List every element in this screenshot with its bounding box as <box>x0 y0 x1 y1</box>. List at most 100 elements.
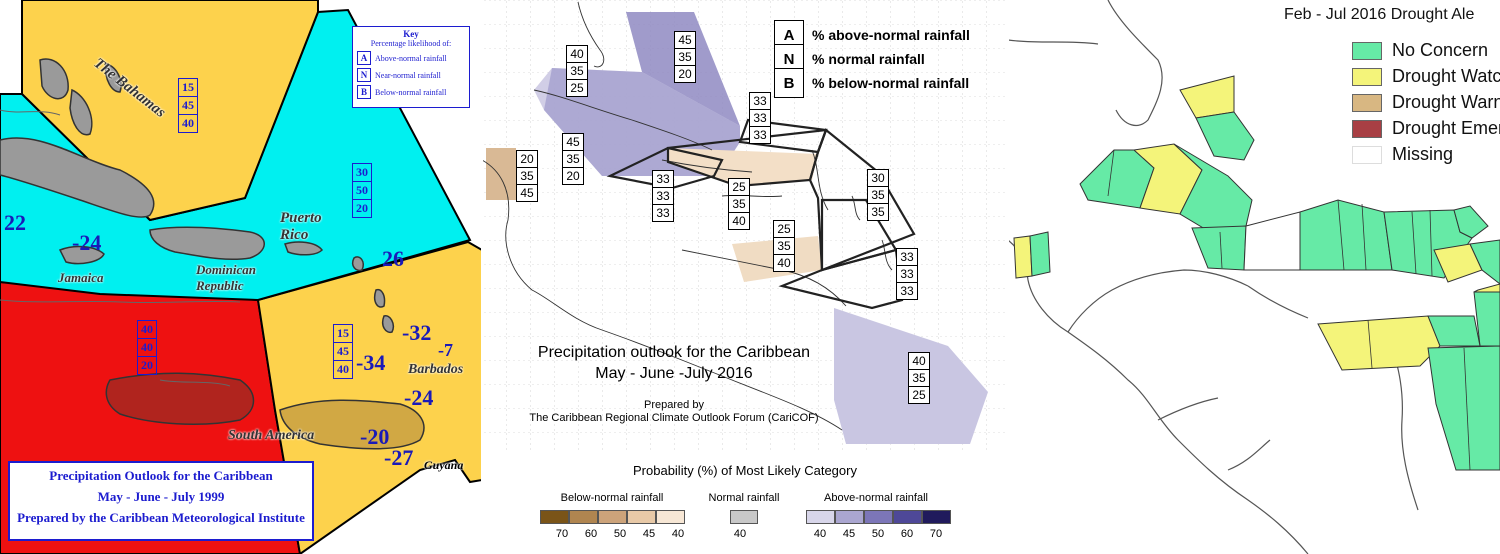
zone-venezuela <box>1427 315 1481 347</box>
legend-no-concern: No Concern <box>1352 40 1488 61</box>
prob-normal: 33 <box>750 110 770 127</box>
key-title: Key <box>403 29 419 39</box>
place-dominican: Dominican Republic <box>196 262 256 293</box>
scale-tick: 40 <box>671 528 685 540</box>
prob-box-belize: 20 35 45 <box>516 150 538 202</box>
key-label: Above-normal rainfall <box>375 53 447 63</box>
prob-near: 45 <box>179 97 197 115</box>
legend-drought-watch: Drought Watc <box>1352 66 1500 87</box>
swatch-below-60 <box>569 510 598 524</box>
prob-normal: 35 <box>517 168 537 185</box>
legend-swatch <box>1352 145 1382 164</box>
legend-drought-warning: Drought Warn <box>1352 92 1500 113</box>
scale-group-above: Above-normal rainfall <box>824 492 928 504</box>
prob-below: 35 <box>871 205 885 219</box>
key-letter: N <box>357 68 371 82</box>
zone-leewards-green <box>1469 239 1500 285</box>
scale-tick: 40 <box>733 528 747 540</box>
panel-separator <box>1007 0 1009 554</box>
prob-above: 33 <box>750 93 770 110</box>
legend-label: Missing <box>1392 144 1454 164</box>
prob-box-cuba: 45 35 20 <box>562 133 584 185</box>
scale-tick: 45 <box>642 528 656 540</box>
zone-trinidad <box>1473 283 1500 293</box>
scale-tick: 60 <box>584 528 598 540</box>
drought-title: Feb - Jul 2016 Drought Ale <box>1284 6 1475 23</box>
prob-below: 40 <box>182 116 194 130</box>
prob-near: 50 <box>353 182 371 200</box>
prepared-line: Prepared by <box>644 399 704 411</box>
zone-missing <box>1243 211 1301 271</box>
prob-below: 45 <box>520 186 534 200</box>
scale-title: Probability (%) of Most Likely Category <box>633 463 857 478</box>
swatch-below-70 <box>540 510 569 524</box>
value-label: -27 <box>384 445 414 470</box>
place-barbados: Barbados <box>408 362 464 377</box>
legend-label: Drought Watc <box>1392 66 1500 86</box>
value-label: -24 <box>404 385 434 410</box>
legend-label: % normal rainfall <box>812 51 925 67</box>
prob-box-antilles: 30 50 20 <box>352 163 372 218</box>
prob-above: 45 <box>675 32 695 49</box>
zone-arrow <box>1453 205 1489 239</box>
prob-above: 15 <box>179 79 197 97</box>
swatch-below-50 <box>598 510 627 524</box>
legend-swatch <box>1352 93 1382 112</box>
prob-near: 45 <box>334 343 352 361</box>
prob-box-guianas: 40 35 25 <box>908 352 930 404</box>
prob-box-jamaica: 33 33 33 <box>652 170 674 222</box>
prob-above: 15 <box>334 325 352 343</box>
legend-swatch <box>1352 67 1382 86</box>
prob-above: 45 <box>563 134 583 151</box>
zone-bahamas-south <box>1195 111 1255 161</box>
legend-label: % below-normal rainfall <box>812 75 970 91</box>
value-label: -24 <box>72 230 102 255</box>
prob-below: 20 <box>678 67 692 81</box>
legend-letter: B <box>774 68 804 98</box>
swatch-normal-40 <box>730 510 758 524</box>
prob-below: 33 <box>753 128 767 142</box>
legend-label: % above-normal rainfall <box>812 27 970 43</box>
prob-below: 25 <box>912 388 926 402</box>
prob-below: 20 <box>141 358 153 372</box>
title-line: Precipitation Outlook for the Caribbean <box>49 468 273 483</box>
outlook-map-1999: Key Percentage likelihood of: A Above-no… <box>0 0 482 554</box>
swatch-above-60 <box>893 510 922 524</box>
outlook-title-line: May - June -July 2016 <box>595 365 753 382</box>
prob-normal: 33 <box>897 266 917 283</box>
prob-above: 25 <box>774 221 794 238</box>
prob-box-hispaniola: 33 33 33 <box>749 92 771 144</box>
prob-below: 20 <box>566 169 580 183</box>
drought-alert-map-graphic <box>1008 0 1500 554</box>
value-label: -20 <box>360 424 390 449</box>
prob-above: 25 <box>729 179 749 196</box>
prob-above: 33 <box>897 249 917 266</box>
prob-normal: 33 <box>653 188 673 205</box>
prob-below: 33 <box>900 284 914 298</box>
prob-below: 40 <box>732 214 746 228</box>
prob-box-leewards: 30 35 35 <box>867 169 889 221</box>
prob-box-bahamas-west: 40 35 25 <box>566 45 588 97</box>
prob-near: 40 <box>138 339 156 357</box>
legend-missing: Missing <box>1352 144 1453 165</box>
prob-box-bahamas: 15 45 40 <box>178 78 198 133</box>
scale-tick: 60 <box>900 528 914 540</box>
prob-normal: 35 <box>868 187 888 204</box>
prob-below: 20 <box>356 201 368 215</box>
key-subtitle: Percentage likelihood of: <box>370 39 452 48</box>
swatch-above-40 <box>806 510 835 524</box>
key-row-near: N Near-normal rainfall <box>357 68 469 82</box>
prob-box-bahamas-east: 45 35 20 <box>674 31 696 83</box>
prob-normal: 35 <box>563 151 583 168</box>
swatch-above-70 <box>922 510 951 524</box>
scale-tick: 40 <box>813 528 827 540</box>
prob-box-south: 40 40 20 <box>137 320 157 375</box>
value-label: -32 <box>402 320 432 345</box>
place-guyana: Guyana <box>424 458 464 472</box>
title-line: May - June - July 1999 <box>97 489 225 504</box>
key-letter: B <box>357 85 371 99</box>
zone-colombia <box>1317 315 1441 371</box>
swatch-above-45 <box>835 510 864 524</box>
legend-swatch <box>1352 119 1382 138</box>
scale-tick: 50 <box>613 528 627 540</box>
